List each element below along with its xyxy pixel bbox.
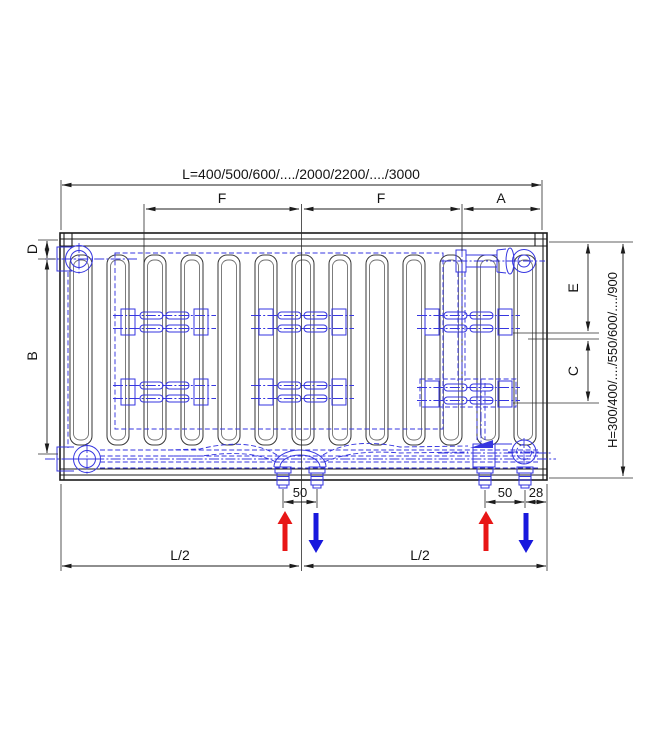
valve-flange xyxy=(505,247,515,275)
panel-groove xyxy=(476,254,500,446)
panel-groove xyxy=(217,254,241,446)
dim-half-left-label: L/2 xyxy=(170,547,190,563)
panel-groove xyxy=(106,254,130,446)
connection-dome xyxy=(273,449,327,468)
valve-pocket-outline xyxy=(419,378,517,408)
wall-bracket xyxy=(250,378,355,406)
panel-groove xyxy=(328,254,352,446)
panel-groove xyxy=(402,254,426,446)
wall-bracket xyxy=(416,308,521,336)
panel-groove xyxy=(254,254,278,446)
dim-50-center-label: 50 xyxy=(293,485,307,500)
thermostatic-valve xyxy=(441,247,545,381)
wall-bracket xyxy=(250,308,355,336)
dim-e-label: E xyxy=(565,283,581,292)
convector-plate-outline xyxy=(114,252,444,430)
panel-groove xyxy=(365,254,389,446)
radiator-outline xyxy=(59,232,548,481)
connection-stub xyxy=(308,466,326,489)
dim-half-right-label: L/2 xyxy=(410,547,430,563)
bottom-left-plug xyxy=(56,442,105,476)
center-connection-block xyxy=(167,443,469,489)
connection-stub xyxy=(476,466,494,489)
bottom-valve-insert xyxy=(438,379,552,489)
hidden-internals xyxy=(45,252,556,469)
panel-groove xyxy=(513,254,537,446)
panel-groove xyxy=(143,254,167,446)
dim-d-label: D xyxy=(24,244,40,254)
dim-length-label: L=400/500/600/..../2000/2200/..../3000 xyxy=(182,166,420,182)
panel-groove xyxy=(69,254,93,446)
wall-bracket xyxy=(416,380,521,408)
dim-28-label: 28 xyxy=(529,485,543,500)
panel-groove xyxy=(291,254,315,446)
flow-up-arrow-icon xyxy=(478,511,494,551)
dim-50-right-label: 50 xyxy=(498,485,512,500)
dimension-lines: L=400/500/600/..../2000/2200/..../3000 F… xyxy=(24,166,633,571)
connection-stub xyxy=(274,466,292,489)
wall-bracket xyxy=(112,308,217,336)
panel-groove xyxy=(180,254,204,446)
return-down-arrow-icon xyxy=(518,513,534,553)
dim-height-label: H=300/400/..../550/600/..../900 xyxy=(605,272,620,448)
wall-bracket xyxy=(112,378,217,406)
plug-icon xyxy=(69,442,105,476)
flow-return-arrows xyxy=(277,511,534,553)
return-down-arrow-icon xyxy=(308,513,324,553)
front-panel-grooves xyxy=(69,254,537,446)
radiator-body xyxy=(59,232,548,481)
dim-b-label: B xyxy=(24,351,40,360)
top-left-plug xyxy=(45,242,138,276)
flow-up-arrow-icon xyxy=(277,511,293,551)
dim-c-label: C xyxy=(565,366,581,376)
dim-f-left-label: F xyxy=(218,190,227,206)
dim-f-right-label: F xyxy=(377,190,386,206)
valve-knob-icon xyxy=(512,249,536,273)
dim-a-label: A xyxy=(496,190,506,206)
